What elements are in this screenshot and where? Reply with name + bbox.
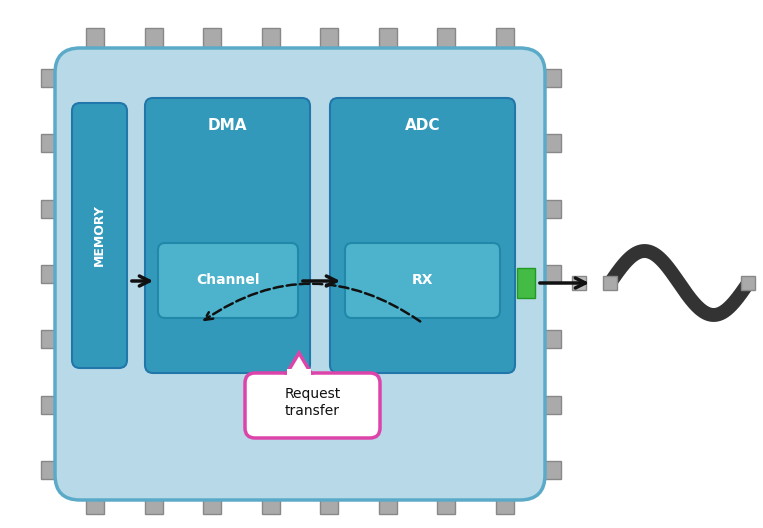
Bar bbox=[203, 28, 221, 52]
Bar bbox=[541, 200, 561, 218]
Text: Request
transfer: Request transfer bbox=[285, 388, 340, 418]
Bar bbox=[741, 276, 755, 290]
Bar bbox=[41, 461, 61, 479]
Text: DMA: DMA bbox=[208, 118, 247, 134]
Bar bbox=[437, 28, 456, 52]
Bar bbox=[41, 69, 61, 87]
Bar bbox=[541, 134, 561, 153]
Bar bbox=[541, 69, 561, 87]
Bar bbox=[541, 265, 561, 283]
FancyBboxPatch shape bbox=[345, 243, 500, 318]
Text: Channel: Channel bbox=[196, 274, 259, 288]
FancyBboxPatch shape bbox=[145, 98, 310, 373]
Bar bbox=[41, 331, 61, 348]
Bar bbox=[320, 490, 338, 514]
Text: MEMORY: MEMORY bbox=[93, 204, 106, 267]
FancyBboxPatch shape bbox=[330, 98, 515, 373]
Bar bbox=[86, 490, 104, 514]
Bar bbox=[320, 28, 338, 52]
Bar bbox=[144, 28, 163, 52]
Bar bbox=[603, 276, 617, 290]
Bar bbox=[496, 490, 514, 514]
Bar bbox=[41, 134, 61, 153]
Bar bbox=[496, 28, 514, 52]
Bar bbox=[379, 28, 397, 52]
Bar bbox=[144, 490, 163, 514]
Bar bbox=[379, 490, 397, 514]
Bar bbox=[541, 331, 561, 348]
Bar bbox=[86, 28, 104, 52]
Bar bbox=[517, 268, 535, 298]
Bar bbox=[203, 490, 221, 514]
FancyBboxPatch shape bbox=[55, 48, 545, 500]
Bar bbox=[541, 395, 561, 413]
Bar bbox=[437, 490, 456, 514]
Polygon shape bbox=[287, 353, 311, 373]
Bar bbox=[41, 200, 61, 218]
Bar bbox=[287, 369, 311, 375]
Bar bbox=[262, 28, 280, 52]
Bar bbox=[41, 395, 61, 413]
Bar bbox=[41, 265, 61, 283]
Text: ADC: ADC bbox=[404, 118, 440, 134]
Bar bbox=[572, 276, 586, 290]
FancyBboxPatch shape bbox=[72, 103, 127, 368]
Text: RX: RX bbox=[412, 274, 433, 288]
FancyBboxPatch shape bbox=[158, 243, 298, 318]
FancyBboxPatch shape bbox=[245, 373, 380, 438]
Bar bbox=[262, 490, 280, 514]
Bar bbox=[541, 461, 561, 479]
